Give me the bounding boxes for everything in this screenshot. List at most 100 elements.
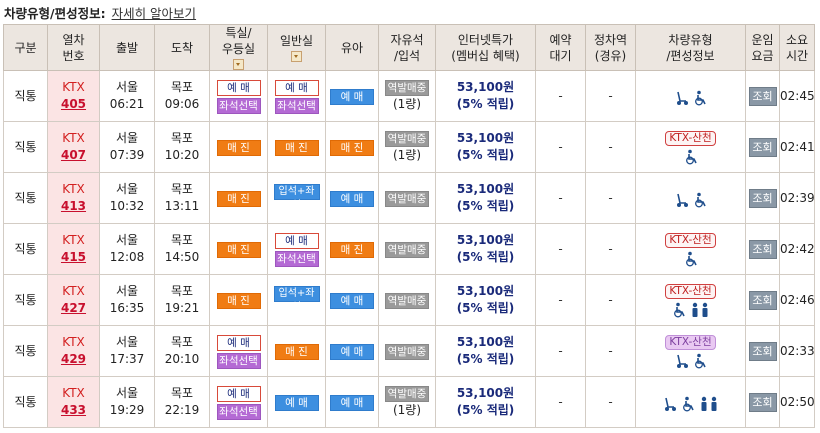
infant-seat-cell: 예 매 xyxy=(325,376,379,428)
free-seat-cell: 역발매중 xyxy=(378,223,436,275)
internet-fare-cell: 53,100원 (5% 적립) xyxy=(435,70,536,122)
general-book-button[interactable]: 예 매 xyxy=(274,79,319,96)
train-type-cell: 직통 xyxy=(3,223,48,275)
fare-lookup-button[interactable]: 조회 xyxy=(748,290,777,310)
duration-cell: 02:50 xyxy=(779,376,815,428)
special-seat-select-button[interactable]: 좌석선택 xyxy=(216,403,261,420)
departure-station: 서울 xyxy=(115,335,139,349)
special-book-button[interactable]: 예 매 xyxy=(216,385,261,402)
reservation-wait-cell: - xyxy=(535,325,586,377)
arrival-time: 19:21 xyxy=(164,301,200,315)
station-sale-badge: 역발매중 xyxy=(385,190,429,207)
duration-cell: 02:39 xyxy=(779,172,815,224)
fare-lookup-button[interactable]: 조회 xyxy=(748,137,777,157)
special-seat-cell: 예 매 좌석선택 xyxy=(209,325,268,377)
train-number-cell: KTX 413 xyxy=(47,172,100,224)
special-seat-select-button[interactable]: 좌석선택 xyxy=(216,97,261,114)
infant-book-button[interactable]: 예 매 xyxy=(330,394,374,411)
general-book-button[interactable]: 예 매 xyxy=(274,232,319,249)
train-number-cell: KTX 407 xyxy=(47,121,100,173)
fare-benefit: (5% 적립) xyxy=(456,148,515,162)
vehicle-info-cell xyxy=(635,376,746,428)
train-number-link[interactable]: 413 xyxy=(60,199,87,213)
infant-book-button[interactable]: 예 매 xyxy=(330,343,374,360)
special-book-button[interactable]: 예 매 xyxy=(216,334,261,351)
fare-price: 53,100원 xyxy=(456,233,515,247)
departure-time: 10:32 xyxy=(109,199,145,213)
departure-cell: 서울 06:21 xyxy=(99,70,155,122)
train-number-cell: KTX 405 xyxy=(47,70,100,122)
infant-seat-cell: 예 매 xyxy=(325,325,379,377)
fare-lookup-button[interactable]: 조회 xyxy=(748,392,777,412)
column-header: 일반실 xyxy=(267,24,326,71)
departure-time: 12:08 xyxy=(109,250,145,264)
infant-sold-out-button: 매 진 xyxy=(330,241,374,258)
vehicle-info-cell xyxy=(635,70,746,122)
general-seat-select-button[interactable]: 좌석선택 xyxy=(274,97,319,114)
general-seat-cell: 예 매 좌석선택 xyxy=(267,70,326,122)
train-brand: KTX xyxy=(62,386,85,400)
general-standing-button[interactable]: 입석+좌석 xyxy=(273,285,320,313)
ktx-sancheon-badge[interactable]: KTX-산천 xyxy=(665,335,716,350)
fare-lookup-button[interactable]: 조회 xyxy=(748,188,777,208)
departure-cell: 서울 07:39 xyxy=(99,121,155,173)
arrival-cell: 목포 10:20 xyxy=(154,121,210,173)
train-brand: KTX xyxy=(62,182,85,196)
ktx-sancheon-badge[interactable]: KTX-산천 xyxy=(665,284,716,299)
vehicle-icons xyxy=(636,251,745,267)
fare-benefit: (5% 적립) xyxy=(456,403,515,417)
fare-lookup-button[interactable]: 조회 xyxy=(748,239,777,259)
train-number-link[interactable]: 415 xyxy=(60,250,87,264)
train-table: 구분 열차 번호 출발 도착 특실/우등실 일반실 유아 자유석/입석 인터넷특가 (멤버십 혜택)… xyxy=(3,24,815,428)
column-header: 도착 xyxy=(154,24,210,71)
ktx-sancheon-badge[interactable]: KTX-산천 xyxy=(665,131,716,146)
infant-book-button[interactable]: 예 매 xyxy=(330,190,374,207)
wheelchair-icon xyxy=(694,353,706,369)
train-number-link[interactable]: 427 xyxy=(60,301,87,315)
departure-time: 06:21 xyxy=(109,97,145,111)
details-link[interactable]: 자세히 알아보기 xyxy=(111,5,197,21)
train-number-link[interactable]: 407 xyxy=(60,148,87,162)
wheelchair-icon xyxy=(694,90,706,105)
stops-cell: - xyxy=(585,376,636,428)
free-seat-cell: 역발매중 xyxy=(378,274,436,326)
reservation-wait-cell: - xyxy=(535,172,586,224)
train-number-link[interactable]: 429 xyxy=(60,352,87,366)
fare-benefit: (5% 적립) xyxy=(456,250,515,264)
general-book-button[interactable]: 예 매 xyxy=(274,394,319,411)
special-seat-cell: 매 진 xyxy=(209,172,268,224)
general-standing-button[interactable]: 입석+좌석 xyxy=(273,183,320,211)
train-number-link[interactable]: 405 xyxy=(60,97,87,111)
fare-lookup-button[interactable]: 조회 xyxy=(748,341,777,361)
table-header-row: 구분 열차 번호 출발 도착 특실/우등실 일반실 유아 자유석/입석 인터넷특가 (멤버십 혜택)… xyxy=(3,24,815,71)
ktx-sancheon-badge[interactable]: KTX-산천 xyxy=(665,233,716,248)
infant-book-button[interactable]: 예 매 xyxy=(330,88,374,105)
column-header-label: 구분 xyxy=(14,40,37,55)
fare-lookup-cell: 조회 xyxy=(745,376,780,428)
column-header-label: 인터넷특가 xyxy=(457,32,514,47)
column-header: 유아 xyxy=(325,24,379,71)
column-header-label: 자유석 xyxy=(390,32,424,47)
train-number-cell: KTX 433 xyxy=(47,376,100,428)
special-seat-select-button[interactable]: 좌석선택 xyxy=(216,352,261,369)
column-header: 예약 대기 xyxy=(535,24,586,71)
scooter-icon xyxy=(676,193,688,207)
column-header: 차량유형/편성정보 xyxy=(635,24,746,71)
family-icon xyxy=(692,302,707,317)
general-seat-select-button[interactable]: 좌석선택 xyxy=(274,250,319,267)
fare-lookup-button[interactable]: 조회 xyxy=(748,86,777,106)
column-header: 출발 xyxy=(99,24,155,71)
vehicle-icons xyxy=(636,192,745,208)
arrival-cell: 목포 22:19 xyxy=(154,376,210,428)
infant-seat-cell: 예 매 xyxy=(325,172,379,224)
sort-toggle-icon[interactable] xyxy=(291,51,302,62)
infant-book-button[interactable]: 예 매 xyxy=(330,292,374,309)
special-book-button[interactable]: 예 매 xyxy=(216,79,261,96)
infant-seat-cell: 매 진 xyxy=(325,121,379,173)
train-number-link[interactable]: 433 xyxy=(60,403,87,417)
internet-fare-cell: 53,100원 (5% 적립) xyxy=(435,274,536,326)
sort-toggle-icon[interactable] xyxy=(233,59,244,70)
stops-cell: - xyxy=(585,325,636,377)
